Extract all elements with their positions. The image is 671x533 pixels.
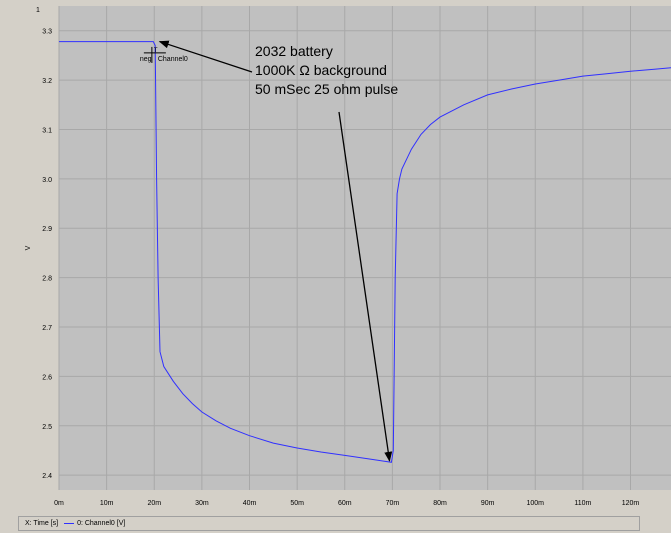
y-axis-ticks: 2.4 2.5 2.6 2.7 2.8 2.9 3.0 3.1 3.2 3.3 [42,29,52,480]
y-tick-label: 3.1 [42,127,52,134]
y-tick-label: 2.7 [42,325,52,332]
annotation-arrow [158,40,253,73]
y-tick-label: 3.0 [42,177,52,184]
panel-index-label: 1 [36,7,40,14]
y-tick-label: 2.6 [42,374,52,381]
grid-lines [58,6,671,490]
annotation-line: 1000K Ω background [255,62,387,78]
marker-tick-label: T [154,48,158,54]
x-tick-label: 90m [481,500,495,507]
x-tick-label: 0m [54,500,64,507]
y-tick-label: 2.5 [42,424,52,431]
annotation-line: 2032 battery [255,43,333,59]
series-line-channel0 [59,41,671,463]
legend-series-swatch [64,523,75,524]
x-tick-label: 30m [195,500,209,507]
y-tick-label: 2.4 [42,473,52,480]
annotation: 2032 battery 1000K Ω background 50 mSec 25… [158,40,398,462]
y-axis-label: V [25,245,32,250]
x-tick-label: 110m [574,500,591,507]
legend-x-axis-text: X: Time [s] [25,520,59,527]
series-group [59,41,671,463]
plot-area [59,6,671,490]
legend-series-text: 0: Channel0 [V] [77,520,126,527]
x-axis-ticks: 0m 10m 20m 30m 40m 50m 60m 70m 80m 90m 100m 110m 120… [54,500,639,507]
y-tick-label: 3.3 [42,29,52,36]
annotation-line: 50 mSec 25 ohm pulse [255,81,398,97]
annotation-arrow [338,111,393,462]
x-tick-label: 100m [527,500,545,507]
y-tick-label: 2.8 [42,276,52,283]
y-tick-label: 3.2 [42,78,52,85]
x-tick-label: 80m [433,500,447,507]
x-tick-label: 70m [386,500,400,507]
x-tick-label: 10m [100,500,114,507]
legend-bar: X: Time [s] 0: Channel0 [V] [18,516,640,531]
marker-neg-label: neg [140,56,152,63]
x-tick-label: 50m [290,500,304,507]
y-tick-label: 2.9 [42,226,52,233]
marker-channel-label: Channel0 [158,56,188,63]
x-tick-label: 20m [147,500,161,507]
x-tick-label: 120m [622,500,640,507]
x-tick-label: 40m [243,500,257,507]
x-tick-label: 60m [338,500,352,507]
